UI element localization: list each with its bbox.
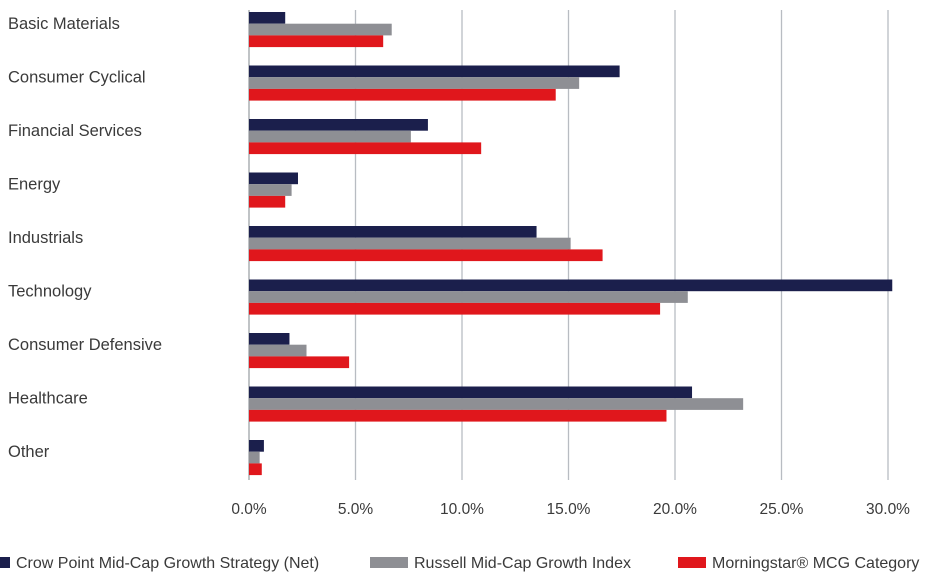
legend-item: Morningstar® MCG Category bbox=[678, 555, 919, 572]
legend-swatch bbox=[370, 557, 408, 568]
bar-healthcare-series-1 bbox=[249, 386, 693, 399]
bar-energy-series-3 bbox=[249, 195, 286, 208]
bar-technology-series-2 bbox=[249, 291, 688, 303]
bar-basic-materials-series-1 bbox=[249, 12, 286, 24]
bar-financial-services-series-1 bbox=[249, 119, 428, 131]
bar-consumer-defensive-series-1 bbox=[249, 333, 290, 345]
legend-label: Crow Point Mid-Cap Growth Strategy (Net) bbox=[16, 555, 319, 572]
bar-financial-services-series-3 bbox=[249, 142, 482, 155]
x-tick-label: 20.0% bbox=[653, 501, 697, 518]
legend: Crow Point Mid-Cap Growth Strategy (Net)… bbox=[0, 555, 919, 572]
legend-label: Russell Mid-Cap Growth Index bbox=[414, 555, 631, 572]
bar-consumer-defensive-series-3 bbox=[249, 356, 350, 369]
bar-industrials-series-3 bbox=[249, 249, 603, 262]
bar-healthcare-series-3 bbox=[249, 409, 667, 422]
legend-label: Morningstar® MCG Category bbox=[712, 555, 919, 572]
bar-technology-series-1 bbox=[249, 279, 893, 292]
bar-consumer-cyclical-series-2 bbox=[249, 77, 580, 89]
x-tick-label: 5.0% bbox=[338, 501, 374, 518]
bar-consumer-cyclical-series-3 bbox=[249, 88, 556, 101]
x-tick-labels: 0.0% 5.0% 10.0% 15.0% 20.0% 25.0% 30.0% bbox=[231, 501, 910, 518]
category-label: Industrials bbox=[8, 229, 83, 247]
bar-industrials-series-2 bbox=[249, 237, 571, 250]
bar-basic-materials-series-3 bbox=[249, 35, 384, 48]
bar-energy-series-2 bbox=[249, 184, 292, 196]
category-label: Technology bbox=[8, 283, 92, 301]
bar-consumer-defensive-series-2 bbox=[249, 344, 307, 357]
x-tick-label: 15.0% bbox=[547, 501, 591, 518]
category-label: Financial Services bbox=[8, 122, 142, 140]
bar-consumer-cyclical-series-1 bbox=[249, 65, 620, 78]
bars bbox=[249, 12, 893, 476]
category-label: Consumer Defensive bbox=[8, 336, 162, 354]
bar-industrials-series-1 bbox=[249, 226, 537, 238]
bar-technology-series-3 bbox=[249, 302, 661, 315]
bar-other-series-3 bbox=[249, 463, 262, 476]
category-label: Healthcare bbox=[8, 390, 88, 408]
bar-financial-services-series-2 bbox=[249, 130, 411, 143]
bar-other-series-1 bbox=[249, 440, 264, 452]
x-tick-label: 30.0% bbox=[866, 501, 910, 518]
category-label: Energy bbox=[8, 176, 61, 194]
category-labels: Basic Materials Consumer Cyclical Financia… bbox=[8, 15, 162, 461]
x-tick-label: 0.0% bbox=[231, 501, 267, 518]
bar-other-series-2 bbox=[249, 451, 260, 464]
bar-basic-materials-series-2 bbox=[249, 23, 392, 36]
category-label: Consumer Cyclical bbox=[8, 69, 146, 87]
legend-swatch bbox=[678, 557, 706, 568]
legend-item: Russell Mid-Cap Growth Index bbox=[370, 555, 631, 572]
bar-energy-series-1 bbox=[249, 172, 298, 185]
legend-item: Crow Point Mid-Cap Growth Strategy (Net) bbox=[0, 555, 319, 572]
category-label: Other bbox=[8, 443, 50, 461]
bar-healthcare-series-2 bbox=[249, 398, 744, 410]
legend-swatch bbox=[0, 557, 10, 568]
x-tick-label: 10.0% bbox=[440, 501, 484, 518]
category-label: Basic Materials bbox=[8, 15, 120, 33]
x-tick-label: 25.0% bbox=[760, 501, 804, 518]
